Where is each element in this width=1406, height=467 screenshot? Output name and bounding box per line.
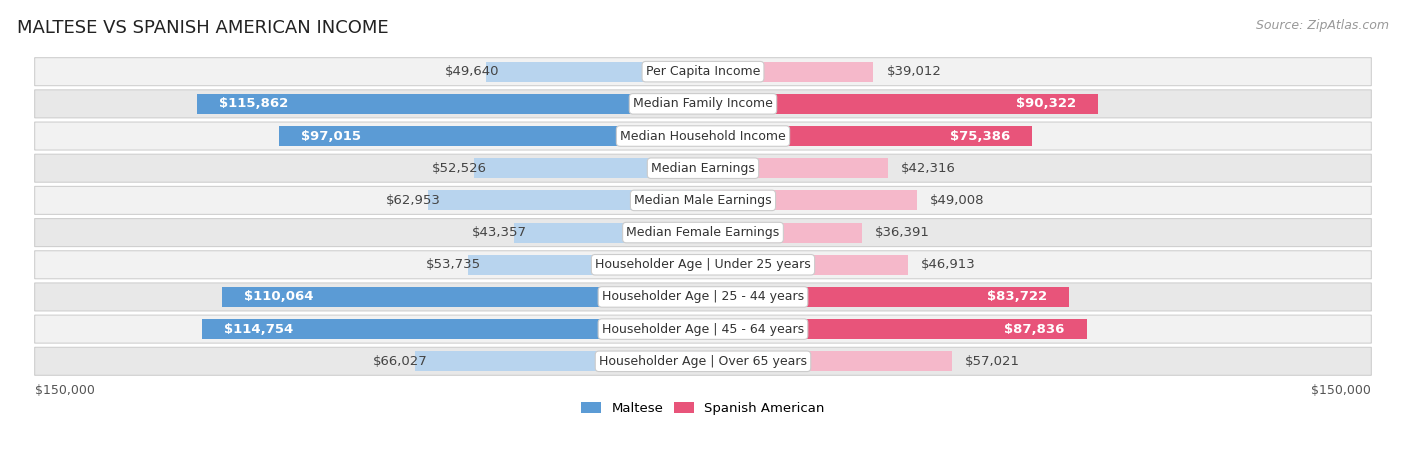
Text: Median Earnings: Median Earnings (651, 162, 755, 175)
Text: $75,386: $75,386 (950, 129, 1011, 142)
Bar (201, 319, 703, 339)
Text: Median Female Earnings: Median Female Earnings (627, 226, 779, 239)
Text: $57,021: $57,021 (965, 355, 1021, 368)
Text: Median Family Income: Median Family Income (633, 97, 773, 110)
Bar (703, 223, 862, 242)
Legend: Maltese, Spanish American: Maltese, Spanish American (576, 396, 830, 420)
Bar (197, 94, 703, 114)
Bar (468, 255, 703, 275)
Bar (703, 287, 1069, 307)
Text: $87,836: $87,836 (1004, 323, 1064, 336)
Bar (513, 223, 703, 242)
Bar (703, 62, 873, 82)
Text: $97,015: $97,015 (301, 129, 361, 142)
FancyBboxPatch shape (35, 90, 1371, 118)
FancyBboxPatch shape (35, 154, 1371, 182)
Text: Source: ZipAtlas.com: Source: ZipAtlas.com (1256, 19, 1389, 32)
Bar (427, 191, 703, 210)
Bar (474, 158, 703, 178)
Bar (415, 351, 703, 371)
Text: $115,862: $115,862 (219, 97, 288, 110)
Text: Median Household Income: Median Household Income (620, 129, 786, 142)
Text: $46,913: $46,913 (921, 258, 976, 271)
Text: Per Capita Income: Per Capita Income (645, 65, 761, 78)
Bar (280, 126, 703, 146)
Text: Householder Age | Over 65 years: Householder Age | Over 65 years (599, 355, 807, 368)
Text: Householder Age | Under 25 years: Householder Age | Under 25 years (595, 258, 811, 271)
Bar (486, 62, 703, 82)
Text: MALTESE VS SPANISH AMERICAN INCOME: MALTESE VS SPANISH AMERICAN INCOME (17, 19, 388, 37)
Text: $110,064: $110,064 (245, 290, 314, 304)
FancyBboxPatch shape (35, 283, 1371, 311)
Bar (703, 126, 1032, 146)
Bar (703, 255, 908, 275)
FancyBboxPatch shape (35, 186, 1371, 214)
Bar (703, 351, 952, 371)
FancyBboxPatch shape (35, 219, 1371, 247)
Text: $53,735: $53,735 (426, 258, 481, 271)
Text: $66,027: $66,027 (373, 355, 427, 368)
Text: Householder Age | 45 - 64 years: Householder Age | 45 - 64 years (602, 323, 804, 336)
Text: $114,754: $114,754 (224, 323, 292, 336)
Text: Median Male Earnings: Median Male Earnings (634, 194, 772, 207)
Text: $150,000: $150,000 (35, 384, 94, 397)
Text: $42,316: $42,316 (901, 162, 956, 175)
Text: $52,526: $52,526 (432, 162, 486, 175)
FancyBboxPatch shape (35, 122, 1371, 150)
Bar (703, 319, 1087, 339)
Text: $36,391: $36,391 (875, 226, 929, 239)
Text: $150,000: $150,000 (1312, 384, 1371, 397)
Text: $83,722: $83,722 (987, 290, 1047, 304)
Text: $90,322: $90,322 (1015, 97, 1076, 110)
Text: Householder Age | 25 - 44 years: Householder Age | 25 - 44 years (602, 290, 804, 304)
FancyBboxPatch shape (35, 57, 1371, 85)
Bar (703, 191, 917, 210)
Bar (703, 94, 1098, 114)
Text: $49,008: $49,008 (931, 194, 984, 207)
Text: $43,357: $43,357 (471, 226, 527, 239)
FancyBboxPatch shape (35, 315, 1371, 343)
Bar (222, 287, 703, 307)
FancyBboxPatch shape (35, 347, 1371, 375)
Text: $39,012: $39,012 (887, 65, 942, 78)
Text: $49,640: $49,640 (444, 65, 499, 78)
Bar (703, 158, 887, 178)
FancyBboxPatch shape (35, 251, 1371, 279)
Text: $62,953: $62,953 (387, 194, 441, 207)
